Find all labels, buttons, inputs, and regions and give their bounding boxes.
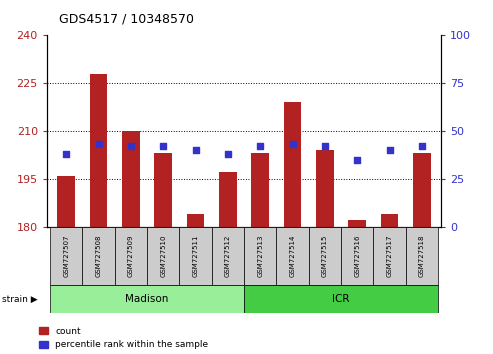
FancyBboxPatch shape bbox=[211, 227, 244, 285]
Point bbox=[353, 157, 361, 162]
Bar bbox=[251, 153, 269, 227]
FancyBboxPatch shape bbox=[50, 227, 82, 285]
Point bbox=[288, 142, 296, 147]
FancyBboxPatch shape bbox=[309, 227, 341, 285]
Text: GSM727507: GSM727507 bbox=[63, 234, 69, 277]
FancyBboxPatch shape bbox=[244, 285, 438, 313]
Point bbox=[95, 142, 103, 147]
Bar bbox=[219, 172, 237, 227]
Bar bbox=[187, 214, 205, 227]
Bar bbox=[283, 102, 301, 227]
FancyBboxPatch shape bbox=[82, 227, 115, 285]
Point bbox=[224, 151, 232, 157]
FancyBboxPatch shape bbox=[244, 227, 277, 285]
FancyBboxPatch shape bbox=[147, 227, 179, 285]
FancyBboxPatch shape bbox=[277, 227, 309, 285]
FancyBboxPatch shape bbox=[406, 227, 438, 285]
Point bbox=[418, 143, 426, 149]
FancyBboxPatch shape bbox=[179, 227, 211, 285]
Legend: count, percentile rank within the sample: count, percentile rank within the sample bbox=[39, 327, 209, 349]
Bar bbox=[316, 150, 334, 227]
Text: GSM727514: GSM727514 bbox=[289, 235, 295, 277]
Bar bbox=[348, 220, 366, 227]
Text: GSM727510: GSM727510 bbox=[160, 234, 166, 277]
Text: GSM727511: GSM727511 bbox=[193, 234, 199, 277]
Text: GSM727516: GSM727516 bbox=[354, 234, 360, 277]
Bar bbox=[154, 153, 172, 227]
FancyBboxPatch shape bbox=[50, 285, 244, 313]
Text: GSM727518: GSM727518 bbox=[419, 234, 425, 277]
Text: GDS4517 / 10348570: GDS4517 / 10348570 bbox=[59, 12, 194, 25]
Point bbox=[192, 147, 200, 153]
Bar bbox=[90, 74, 107, 227]
FancyBboxPatch shape bbox=[115, 227, 147, 285]
Bar bbox=[122, 131, 140, 227]
Point bbox=[321, 143, 329, 149]
Text: GSM727513: GSM727513 bbox=[257, 234, 263, 277]
Text: GSM727509: GSM727509 bbox=[128, 234, 134, 277]
Text: GSM727515: GSM727515 bbox=[322, 235, 328, 277]
Text: strain ▶: strain ▶ bbox=[2, 295, 38, 304]
Text: ICR: ICR bbox=[332, 294, 350, 304]
Bar bbox=[381, 214, 398, 227]
Text: GSM727508: GSM727508 bbox=[96, 234, 102, 277]
Point bbox=[62, 151, 70, 157]
FancyBboxPatch shape bbox=[373, 227, 406, 285]
Text: GSM727512: GSM727512 bbox=[225, 235, 231, 277]
Point bbox=[127, 143, 135, 149]
Text: Madison: Madison bbox=[125, 294, 169, 304]
FancyBboxPatch shape bbox=[341, 227, 373, 285]
Point bbox=[386, 147, 393, 153]
Bar bbox=[413, 153, 431, 227]
Text: GSM727517: GSM727517 bbox=[387, 234, 392, 277]
Point bbox=[256, 143, 264, 149]
Bar bbox=[57, 176, 75, 227]
Point bbox=[159, 143, 167, 149]
